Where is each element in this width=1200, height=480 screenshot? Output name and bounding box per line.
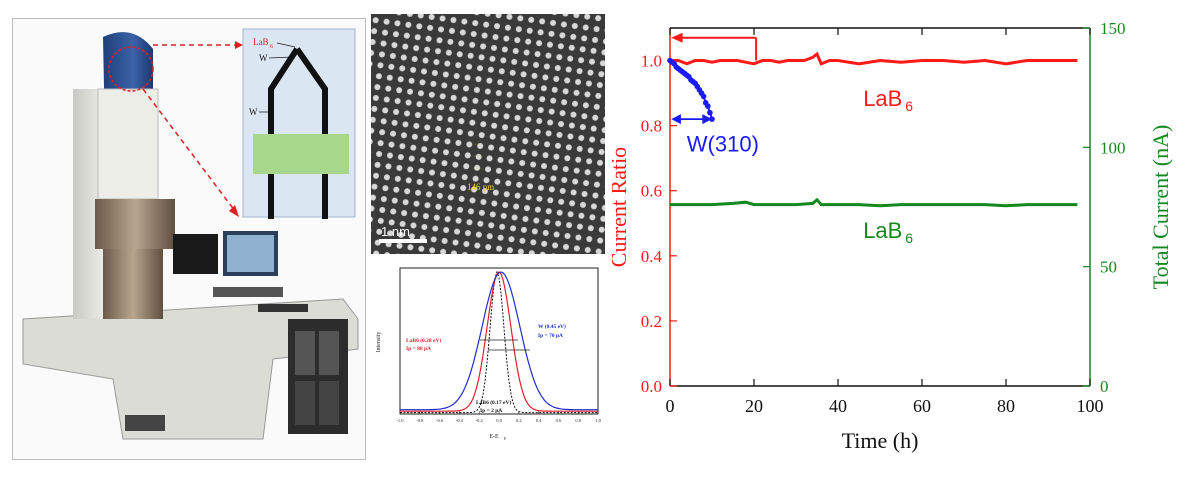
wire-label-top: W <box>259 53 268 63</box>
x-tick-label: 80 <box>997 396 1015 416</box>
tip-label: LaB <box>253 37 269 47</box>
spectrum-label-lab6-red-1: LaB6 (0.28 eV) <box>406 337 441 344</box>
ceramic-base <box>253 134 349 174</box>
monitor-left <box>173 234 218 274</box>
microscope-photo: LaB 6 W W <box>22 28 359 440</box>
y-axis-right-title: Total Current (nA) <box>1148 125 1173 290</box>
y-left-tick-label: 1.0 <box>641 52 662 71</box>
x-tick-label: 20 <box>745 396 763 416</box>
spectrum-curve-lab6-80pa <box>400 271 598 412</box>
spectrum-label-lab6-red-2: Ip = 80 pA <box>406 346 431 352</box>
x-tick-label: 40 <box>829 396 847 416</box>
hrtem-image-panel: · · · · · · · · · 146 pm 1 nm <box>371 14 605 254</box>
lattice-annotation: · · · · · · · · · <box>471 142 482 172</box>
spectrum-label-w-blue-2: Ip = 70 pA <box>538 333 563 339</box>
spectrum-xlabel: E-E <box>489 434 499 440</box>
energy-spectrum-panel: Intensity E-E F -1.0 -0.8 -0.6 -0.4 -0.2 0.0 0… <box>368 262 608 462</box>
scale-bar <box>379 239 427 243</box>
tip-label-subscript: 6 <box>270 44 273 50</box>
annotation-lab6-ratio: LaB <box>863 86 902 111</box>
series-line-ratio_lab6 <box>670 51 1078 66</box>
pointer-arrow-bottom <box>142 88 236 212</box>
emission-stability-chart-panel: 0 20 40 60 80 100 0.0 0.2 0.4 0.6 0.8 1.0 0 50 100 150 … <box>606 8 1192 473</box>
spectrum-x-tick-label: 0.4 <box>536 418 542 423</box>
hrtem-image: · · · · · · · · · 146 pm 1 nm <box>371 14 605 254</box>
x-tick-label: 60 <box>913 396 931 416</box>
svg-text:· · ·: · · · <box>471 142 480 148</box>
series-line-total_lab6 <box>670 197 1078 208</box>
annotation-lab6-total: LaB <box>863 218 902 243</box>
y-left-tick-label: 0.2 <box>641 312 662 331</box>
spectrum-label-lab6-black-1: LaB6 (0.17 eV) <box>476 399 511 406</box>
x-tick-label: 0 <box>666 396 675 416</box>
annotation-lab6-ratio-subscript: 6 <box>905 98 913 114</box>
x-axis-title: Time (h) <box>842 428 919 453</box>
wire-label-left: W <box>249 107 258 117</box>
y-left-tick-label: 0.8 <box>641 117 662 136</box>
spectrum-curve-lab6-2pa <box>400 270 598 414</box>
tip-highlight-circle <box>108 46 154 92</box>
x-tick-label: 100 <box>1077 396 1104 416</box>
spectrum-x-tick-label: -0.8 <box>416 418 424 423</box>
annotation-lab6-total-subscript: 6 <box>905 230 913 246</box>
y-axis-left-title: Current Ratio <box>612 147 631 267</box>
arrow-head-w-left <box>671 114 681 125</box>
series-point-ratio_w <box>705 103 711 109</box>
spectrum-x-tick-label: 0.6 <box>556 418 562 423</box>
y-right-tick-label: 150 <box>1100 19 1126 38</box>
spectrum-x-tick-label: 0.2 <box>516 418 522 423</box>
y-right-tick-label: 0 <box>1100 377 1109 396</box>
spectrum-ylabel: Intensity <box>376 332 382 353</box>
filament-right <box>294 47 328 219</box>
arrow-head-lab6 <box>671 32 683 43</box>
emission-stability-chart: 0 20 40 60 80 1000.00.20.40.60.81.0050100150 … <box>606 19 1173 453</box>
spectrum-label-lab6-black-2: Ip = 2 pA <box>480 408 502 414</box>
series-point-ratio_w <box>700 93 707 100</box>
y-left-tick-label: 0.6 <box>641 182 662 201</box>
y-right-tick-label: 100 <box>1100 138 1126 157</box>
arrow-head-w-right <box>702 114 712 125</box>
desk <box>22 298 359 440</box>
filament-left <box>268 47 300 219</box>
scale-bar-label: 1 nm <box>381 224 410 239</box>
spectrum-x-tick-label: 0.0 <box>496 418 502 423</box>
svg-text:· · ·: · · · <box>473 166 482 172</box>
y-left-tick-label: 0.0 <box>641 377 662 396</box>
svg-text:· · ·: · · · <box>473 154 482 160</box>
spectrum-x-tick-label: -1.0 <box>396 418 404 423</box>
spectrum-x-tick-label: 0.8 <box>575 418 581 423</box>
y-right-tick-label: 50 <box>1100 258 1117 277</box>
spectrum-label-w-blue-1: W (0.45 eV) <box>538 323 566 330</box>
tip-schematic-inset <box>242 28 356 218</box>
annotation-w310: W(310) <box>687 132 759 157</box>
spectrum-x-tick-label: 1.0 <box>595 418 601 423</box>
energy-spectrum-plot: Intensity E-E F -1.0 -0.8 -0.6 -0.4 -0.2 0.0 0… <box>376 267 602 441</box>
microscope-photo-panel: LaB 6 W W <box>12 18 366 460</box>
spectrum-x-tick-label: -0.4 <box>456 418 464 423</box>
spectrum-x-tick-label: -0.2 <box>476 418 483 423</box>
lattice-spacing-label: 146 pm <box>467 182 494 192</box>
y-left-tick-label: 0.4 <box>641 247 663 266</box>
series-point-ratio_w <box>707 109 713 116</box>
spectrum-xlabel-subscript: F <box>504 436 507 441</box>
spectrum-x-tick-label: -0.6 <box>436 418 444 423</box>
spectrum-curve-w-70pa <box>400 271 598 411</box>
